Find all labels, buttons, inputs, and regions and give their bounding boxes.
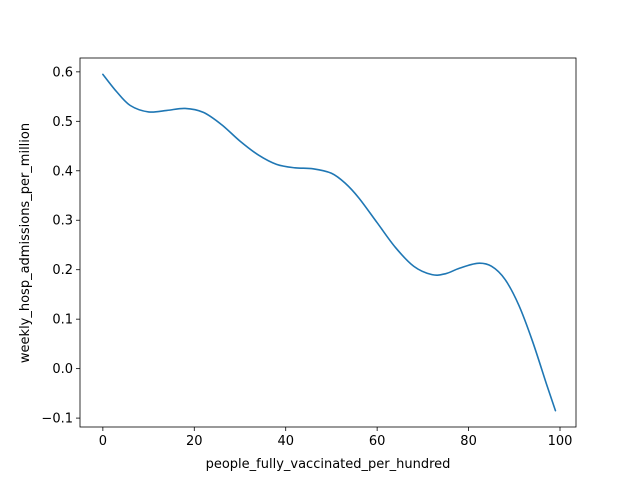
y-axis-label: weekly_hosp_admissions_per_million bbox=[18, 123, 33, 363]
y-tick-label: −0.1 bbox=[41, 412, 73, 427]
y-tick-label: 0.2 bbox=[52, 263, 73, 278]
x-tick-label: 60 bbox=[369, 434, 386, 449]
y-axis-ticks: −0.1 0.0 0.1 0.2 0.3 0.4 0.5 0.6 bbox=[41, 65, 80, 427]
x-axis-ticks: 0 20 40 60 80 100 bbox=[99, 427, 573, 449]
x-tick-label: 80 bbox=[460, 434, 477, 449]
x-tick-label: 100 bbox=[548, 434, 573, 449]
x-tick-label: 40 bbox=[277, 434, 294, 449]
axes-frame bbox=[79, 57, 577, 428]
y-tick-label: 0.0 bbox=[52, 362, 73, 377]
y-tick-label: 0.6 bbox=[52, 65, 73, 80]
y-tick-label: 0.3 bbox=[52, 214, 73, 229]
y-tick-label: 0.1 bbox=[52, 313, 73, 328]
y-tick-label: 0.5 bbox=[52, 115, 73, 130]
series-line-0 bbox=[102, 73, 557, 412]
x-tick-label: 20 bbox=[186, 434, 203, 449]
plot-area bbox=[79, 57, 577, 428]
y-tick-label: 0.4 bbox=[52, 164, 73, 179]
x-tick-label: 0 bbox=[99, 434, 107, 449]
x-axis-label: people_fully_vaccinated_per_hundred bbox=[206, 457, 451, 472]
